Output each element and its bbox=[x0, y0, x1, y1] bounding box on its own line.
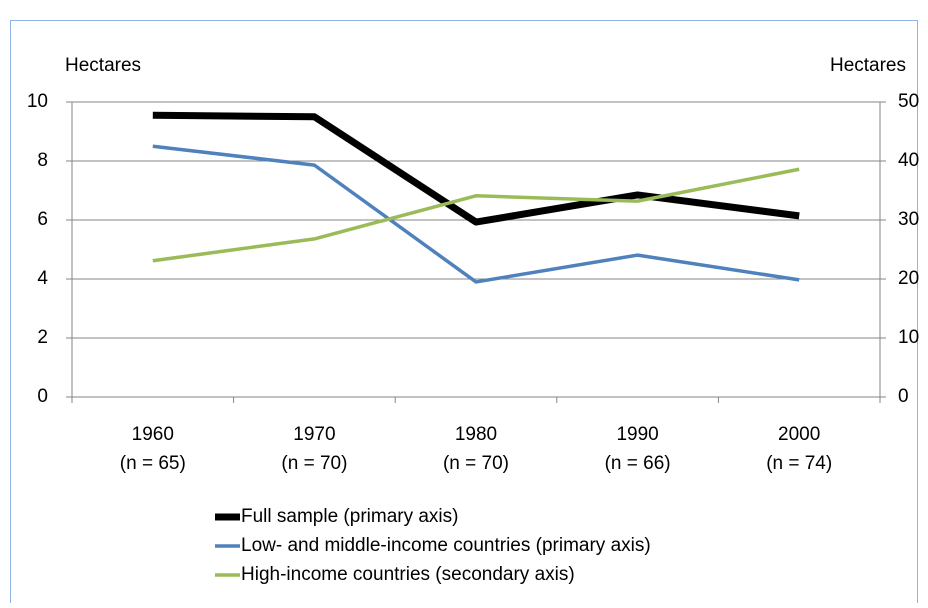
y-axis-title: Hectares bbox=[65, 55, 141, 76]
y2-tick-label: 30 bbox=[898, 209, 919, 230]
y-tick-label: 0 bbox=[37, 386, 48, 407]
y2-tick-label: 50 bbox=[898, 91, 919, 112]
x-tick-label: 1970 bbox=[293, 424, 335, 445]
y2-axis-title: Hectares bbox=[830, 55, 906, 76]
y-tick-label: 4 bbox=[37, 268, 48, 289]
x-tick-label: 1960 bbox=[132, 424, 174, 445]
y-tick-label: 2 bbox=[37, 327, 48, 348]
series-line bbox=[152, 111, 800, 226]
y2-tick-label: 40 bbox=[898, 150, 919, 171]
y2-tick-label: 0 bbox=[898, 386, 909, 407]
y-tick-label: 6 bbox=[37, 209, 48, 230]
x-tick-label: (n = 74) bbox=[766, 453, 832, 474]
x-tick-label: (n = 66) bbox=[605, 453, 671, 474]
y2-tick-label: 10 bbox=[898, 327, 919, 348]
x-tick-label: (n = 70) bbox=[443, 453, 509, 474]
x-tick-label: (n = 70) bbox=[281, 453, 347, 474]
legend-label: Low- and middle-income countries (primar… bbox=[241, 535, 651, 556]
x-tick-label: (n = 65) bbox=[120, 453, 186, 474]
chart-frame bbox=[10, 20, 918, 608]
x-tick-label: 1980 bbox=[455, 424, 497, 445]
series-line bbox=[152, 144, 800, 284]
y-tick-label: 10 bbox=[27, 91, 48, 112]
series-line bbox=[152, 167, 800, 263]
y2-tick-label: 20 bbox=[898, 268, 919, 289]
legend-label: Full sample (primary axis) bbox=[241, 506, 458, 527]
x-tick-label: 1990 bbox=[616, 424, 658, 445]
y-tick-label: 8 bbox=[37, 150, 48, 171]
x-tick-label: 2000 bbox=[778, 424, 820, 445]
legend-label: High-income countries (secondary axis) bbox=[241, 564, 575, 585]
